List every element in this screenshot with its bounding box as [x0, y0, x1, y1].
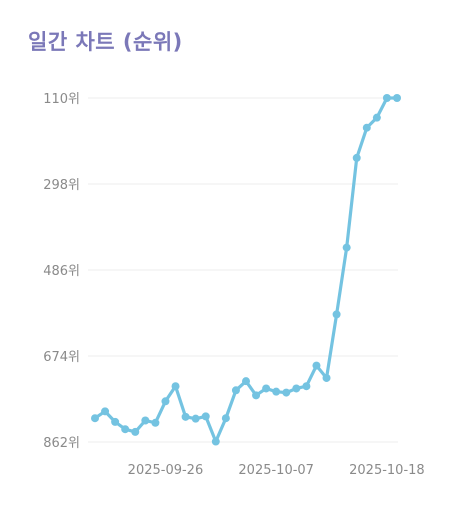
data-point: [131, 427, 140, 436]
data-point: [312, 361, 321, 370]
chart-title: 일간 차트 (순위): [28, 30, 183, 54]
data-point: [221, 414, 230, 423]
data-point: [302, 382, 311, 391]
data-point: [382, 94, 391, 102]
x-axis-ticks: 2025-09-26 2025-10-07 2025-10-18: [128, 463, 425, 478]
data-point: [242, 377, 250, 386]
data-point: [393, 94, 401, 102]
data-point: [252, 391, 261, 400]
data-point: [181, 412, 190, 421]
data-point: [191, 414, 200, 423]
data-point: [141, 416, 150, 425]
data-point: [272, 387, 281, 396]
y-tick-label: 298위: [43, 178, 80, 193]
data-point: [101, 407, 110, 416]
x-tick-label: 2025-10-18: [349, 463, 425, 478]
data-point: [121, 425, 130, 434]
y-tick-label: 486위: [43, 264, 80, 279]
data-point: [161, 397, 170, 406]
data-point: [201, 412, 210, 421]
y-tick-label: 674위: [43, 350, 80, 365]
data-point: [362, 123, 371, 132]
x-tick-label: 2025-10-07: [238, 463, 314, 478]
data-point: [171, 382, 180, 391]
data-point: [292, 384, 301, 393]
data-point: [91, 414, 99, 423]
x-tick-label: 2025-09-26: [128, 463, 204, 478]
gridlines: [88, 97, 398, 443]
series-layer: [91, 94, 401, 446]
y-tick-label: 862위: [43, 436, 80, 451]
data-point: [342, 243, 351, 252]
data-point: [231, 386, 240, 395]
y-axis-ticks: 110위 298위 486위 674위 862위: [43, 92, 80, 451]
data-point: [372, 113, 381, 122]
data-point: [352, 153, 361, 162]
data-point: [332, 310, 341, 319]
data-point: [262, 384, 271, 393]
data-point: [211, 437, 220, 446]
data-point: [282, 388, 291, 397]
data-point: [151, 418, 160, 427]
data-point: [111, 417, 120, 426]
data-point: [322, 373, 331, 382]
y-tick-label: 110위: [43, 92, 80, 107]
